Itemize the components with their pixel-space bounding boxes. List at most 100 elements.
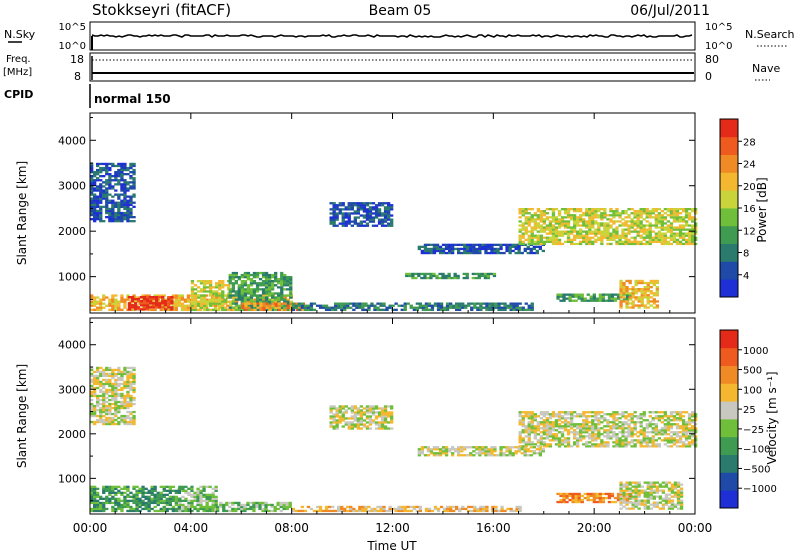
velocity-echo-cell: [493, 446, 497, 449]
velocity-echo-cell: [96, 487, 100, 490]
velocity-echo-cell: [361, 505, 365, 509]
power-echo-cell: [199, 298, 204, 301]
power-echo-cell: [123, 300, 127, 303]
power-echo-cell: [469, 247, 473, 251]
velocity-echo-cell: [126, 404, 130, 408]
power-echo-cell: [96, 213, 100, 217]
power-echo-cell: [618, 214, 622, 217]
power-echo-cell: [264, 296, 269, 299]
velocity-echo-cell: [527, 425, 531, 428]
velocity-echo-cell: [150, 491, 154, 494]
velocity-echo-cell: [102, 422, 106, 426]
power-echo-cell: [678, 240, 683, 243]
velocity-echo-cell: [184, 497, 188, 500]
velocity-echo-cell: [520, 452, 524, 455]
power-echo-cell: [615, 208, 619, 211]
power-colorbar-segment: [720, 261, 738, 280]
power-echo-cell: [356, 210, 360, 213]
velocity-echo-cell: [190, 509, 194, 513]
power-echo-cell: [669, 226, 674, 229]
power-echo-cell: [196, 304, 201, 307]
velocity-echo-cell: [174, 489, 178, 492]
power-echo-cell: [448, 245, 452, 248]
velocity-echo-cell: [651, 441, 655, 444]
power-echo-cell: [353, 204, 357, 207]
velocity-echo-cell: [371, 419, 376, 422]
power-echo-cell: [517, 249, 521, 253]
power-echo-cell: [566, 234, 571, 237]
power-echo-cell: [521, 306, 525, 309]
power-echo-cell: [177, 294, 181, 297]
power-echo-cell: [274, 308, 278, 311]
power-echo-cell: [274, 278, 278, 281]
power-echo-cell: [262, 306, 266, 309]
power-echo-cell: [228, 292, 232, 295]
velocity-echo-cell: [347, 425, 351, 428]
power-echo-cell: [660, 216, 664, 219]
power-echo-cell: [660, 242, 664, 246]
power-echo-cell: [649, 290, 653, 293]
power-echo-cell: [280, 278, 284, 281]
power-echo-cell: [96, 168, 100, 172]
power-echo-cell: [90, 300, 94, 303]
power-echo-cell: [476, 302, 480, 305]
velocity-echo-cell: [687, 443, 692, 446]
velocity-echo-cell: [538, 446, 542, 449]
velocity-echo-cell: [141, 501, 145, 505]
velocity-echo-cell: [691, 421, 695, 424]
velocity-echo-cell: [111, 384, 115, 388]
power-echo-cell: [438, 272, 442, 276]
velocity-echo-cell: [627, 427, 631, 430]
velocity-echo-cell: [126, 420, 130, 424]
power-echo-cell: [631, 294, 635, 297]
power-echo-cell: [597, 208, 601, 211]
velocity-echo-cell: [681, 421, 686, 424]
power-echo-cell: [218, 286, 222, 289]
velocity-echo-cell: [672, 411, 677, 414]
velocity-echo-cell: [349, 509, 353, 513]
velocity-echo-cell: [373, 509, 377, 513]
velocity-echo-cell: [365, 427, 370, 430]
velocity-echo-cell: [123, 487, 127, 490]
power-echo-cell: [240, 298, 244, 301]
power-echo-cell: [654, 218, 658, 221]
power-echo-cell: [429, 249, 434, 253]
velocity-echo-cell: [174, 491, 178, 494]
power-echo-cell: [127, 302, 132, 305]
velocity-echo-cell: [533, 437, 537, 440]
velocity-echo-cell: [618, 427, 622, 430]
power-echo-cell: [542, 230, 546, 233]
velocity-echo-cell: [612, 445, 616, 448]
power-echo-cell: [123, 306, 127, 309]
velocity-echo-cell: [90, 404, 94, 408]
velocity-echo-cell: [591, 415, 595, 418]
power-echo-cell: [600, 208, 604, 211]
velocity-echo-cell: [478, 454, 482, 457]
velocity-echo-cell: [205, 497, 209, 500]
velocity-echo-cell: [208, 499, 212, 502]
power-echo-cell: [180, 304, 185, 307]
power-echo-cell: [633, 214, 637, 217]
velocity-echo-cell: [494, 509, 498, 513]
power-echo-cell: [619, 281, 623, 285]
velocity-echo-cell: [687, 421, 692, 424]
nsearch-label: N.Search: [745, 28, 795, 41]
velocity-echo-cell: [464, 507, 468, 511]
power-echo-region: [329, 202, 394, 227]
velocity-echo-cell: [615, 435, 619, 438]
power-echo-cell: [427, 308, 432, 311]
velocity-echo-cell: [193, 497, 197, 500]
power-echo-cell: [120, 177, 124, 180]
power-echo-cell: [383, 208, 388, 211]
power-echo-cell: [524, 308, 528, 311]
power-echo-cell: [268, 294, 272, 297]
velocity-echo-cell: [153, 497, 157, 500]
power-echo-cell: [669, 228, 674, 231]
power-echo-cell: [161, 300, 165, 303]
velocity-echo-cell: [560, 415, 565, 418]
power-echo-cell: [264, 290, 269, 293]
velocity-echo-cell: [582, 413, 586, 416]
velocity-echo-cell: [636, 415, 640, 418]
power-echo-cell: [669, 238, 674, 241]
power-echo-cell: [243, 276, 248, 279]
